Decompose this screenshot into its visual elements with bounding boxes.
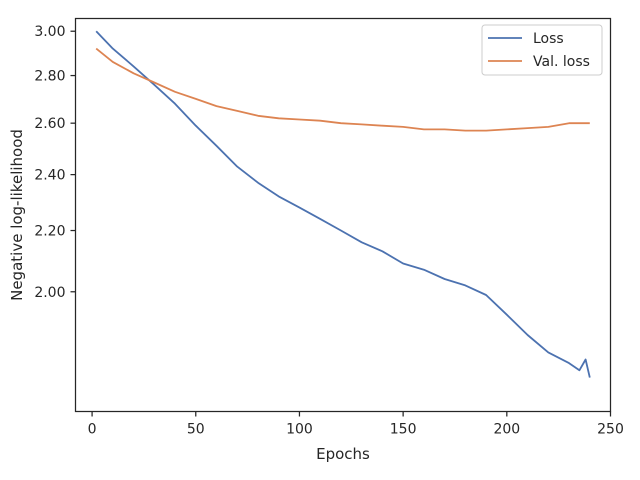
y-tick-label: 2.80 [34, 69, 65, 85]
x-tick-label: 0 [88, 422, 97, 438]
y-tick-label: 2.60 [34, 116, 65, 132]
legend: Loss Val. loss [481, 24, 603, 76]
legend-label-loss: Loss [533, 31, 564, 47]
x-tick-label: 150 [390, 422, 417, 438]
y-tick-label: 2.40 [34, 168, 65, 184]
y-axis-ticks: 2.00 2.20 2.40 2.60 2.80 3.00 [34, 24, 76, 301]
axes-frame [74, 17, 612, 413]
y-tick-label: 3.00 [34, 24, 65, 40]
x-axis-ticks: 0 50 100 150 200 250 [88, 411, 624, 438]
x-tick-label: 100 [286, 422, 313, 438]
y-tick-label: 2.00 [34, 285, 65, 301]
y-axis-title: Negative log-likelihood [8, 129, 26, 301]
x-axis-title: Epochs [316, 445, 370, 463]
x-tick-label: 200 [493, 422, 520, 438]
x-tick-label: 250 [597, 422, 624, 438]
series-line-val-loss [95, 47, 590, 132]
plot-content [95, 30, 591, 378]
x-tick-label: 50 [187, 422, 205, 438]
series-line-loss [95, 30, 591, 378]
y-tick-label: 2.20 [34, 224, 65, 240]
legend-label-val-loss: Val. loss [533, 54, 590, 70]
